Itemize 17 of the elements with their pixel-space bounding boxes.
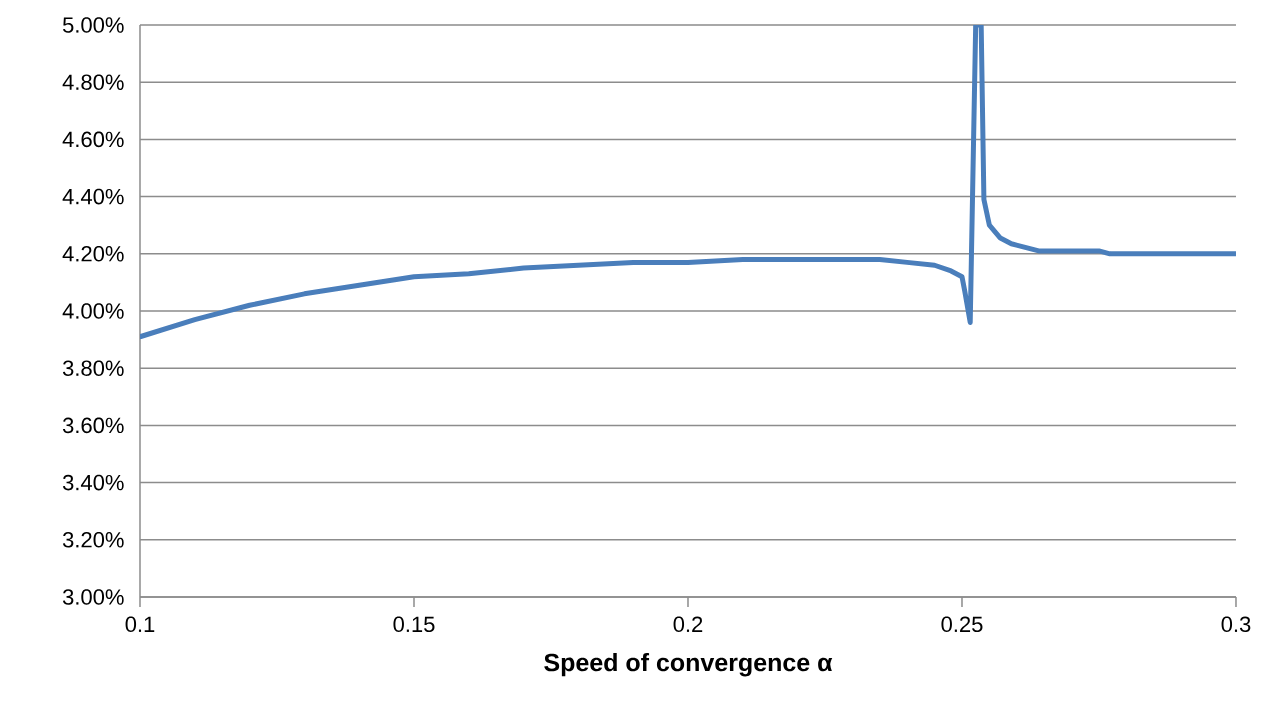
y-tick-label: 3.80% bbox=[62, 360, 124, 376]
y-tick-label: 4.60% bbox=[62, 131, 124, 148]
y-tick-label: 3.00% bbox=[62, 589, 124, 605]
y-tick-label: 4.80% bbox=[62, 74, 124, 90]
y-tick-label: 4.20% bbox=[62, 246, 124, 262]
y-tick-label: 3.40% bbox=[62, 474, 124, 491]
x-tick-label: 0.2 bbox=[673, 616, 703, 633]
x-tick-label: 0.3 bbox=[1221, 616, 1251, 633]
x-axis-title: Speed of convergence α bbox=[544, 652, 833, 677]
x-tick-label: 0.1 bbox=[125, 616, 155, 633]
y-tick-label: 3.20% bbox=[62, 532, 124, 548]
y-tick-label: 4.40% bbox=[62, 188, 124, 205]
x-tick-label: 0.25 bbox=[941, 616, 983, 633]
y-tick-label: 5.00% bbox=[62, 17, 124, 33]
y-tick-label: 3.60% bbox=[62, 417, 124, 434]
y-tick-label: 4.00% bbox=[62, 303, 124, 319]
x-tick-label: 0.15 bbox=[393, 616, 435, 633]
